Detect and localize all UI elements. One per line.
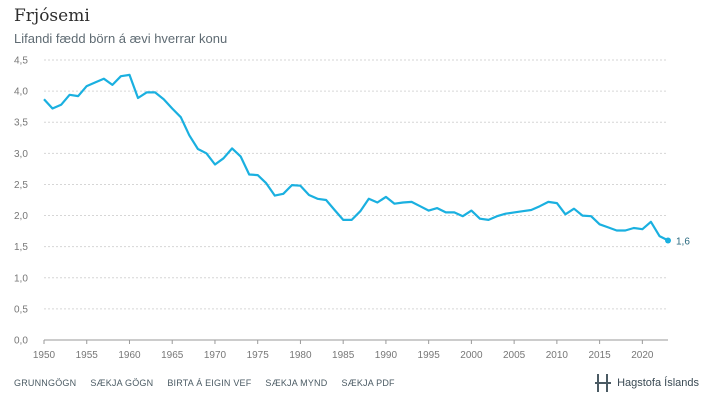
end-value-label: 1,6 [676,236,690,247]
x-tick-label: 1980 [289,350,312,361]
y-tick-label: 3,5 [14,118,28,129]
chart-title: Frjósemi [14,6,90,26]
y-tick-label: 2,5 [14,180,28,191]
grunngogn-link[interactable]: GRUNNGÖGN [14,378,77,388]
end-point-marker [665,237,671,244]
x-tick-label: 1985 [332,350,355,361]
y-tick-label: 4,0 [14,87,28,98]
y-tick-label: 1,0 [14,273,28,284]
brand-name: Hagstofa Íslands [617,377,699,389]
x-tick-label: 1950 [33,350,56,361]
x-tick-label: 2020 [631,350,654,361]
fertility-series-line [43,73,669,242]
birta-a-eigin-vef-link[interactable]: BIRTA Á EIGIN VEF [167,378,252,388]
hagstofa-logo-icon [595,374,612,392]
y-tick-label: 1,5 [14,242,28,253]
chart-subtitle: Lifandi fædd börn á ævi hverrar konu [14,31,228,46]
x-tick-label: 2000 [460,350,483,361]
x-tick-label: 2010 [546,350,569,361]
y-tick-label: 0,0 [14,336,28,347]
y-tick-label: 4,5 [14,56,28,67]
x-tick-label: 1990 [375,350,398,361]
x-tick-label: 1995 [418,350,441,361]
fertility-line-chart: 0,0 0,5 1,0 1,5 2,0 2,5 3,0 3,5 4,0 4,5 1950 1955 19… [14,56,690,362]
x-tick-label: 1960 [118,350,141,361]
x-tick-label: 1975 [247,350,270,361]
x-tick-label: 1965 [161,350,184,361]
x-tick-label: 2005 [503,350,526,361]
saekja-gogn-link[interactable]: SÆKJA GÖGN [90,378,154,388]
y-tick-label: 3,0 [14,149,28,160]
brand[interactable]: Hagstofa Íslands [595,373,699,393]
y-tick-label: 2,0 [14,211,28,222]
footer-links: GRUNNGÖGN SÆKJA GÖGN BIRTA Á EIGIN VEF S… [14,378,395,388]
y-tick-label: 0,5 [14,304,28,315]
saekja-pdf-link[interactable]: SÆKJA PDF [341,378,395,388]
x-tick-label: 1970 [204,350,227,361]
x-tick-label: 1955 [76,350,99,361]
x-tick-label: 2015 [588,350,611,361]
saekja-mynd-link[interactable]: SÆKJA MYND [265,378,328,388]
